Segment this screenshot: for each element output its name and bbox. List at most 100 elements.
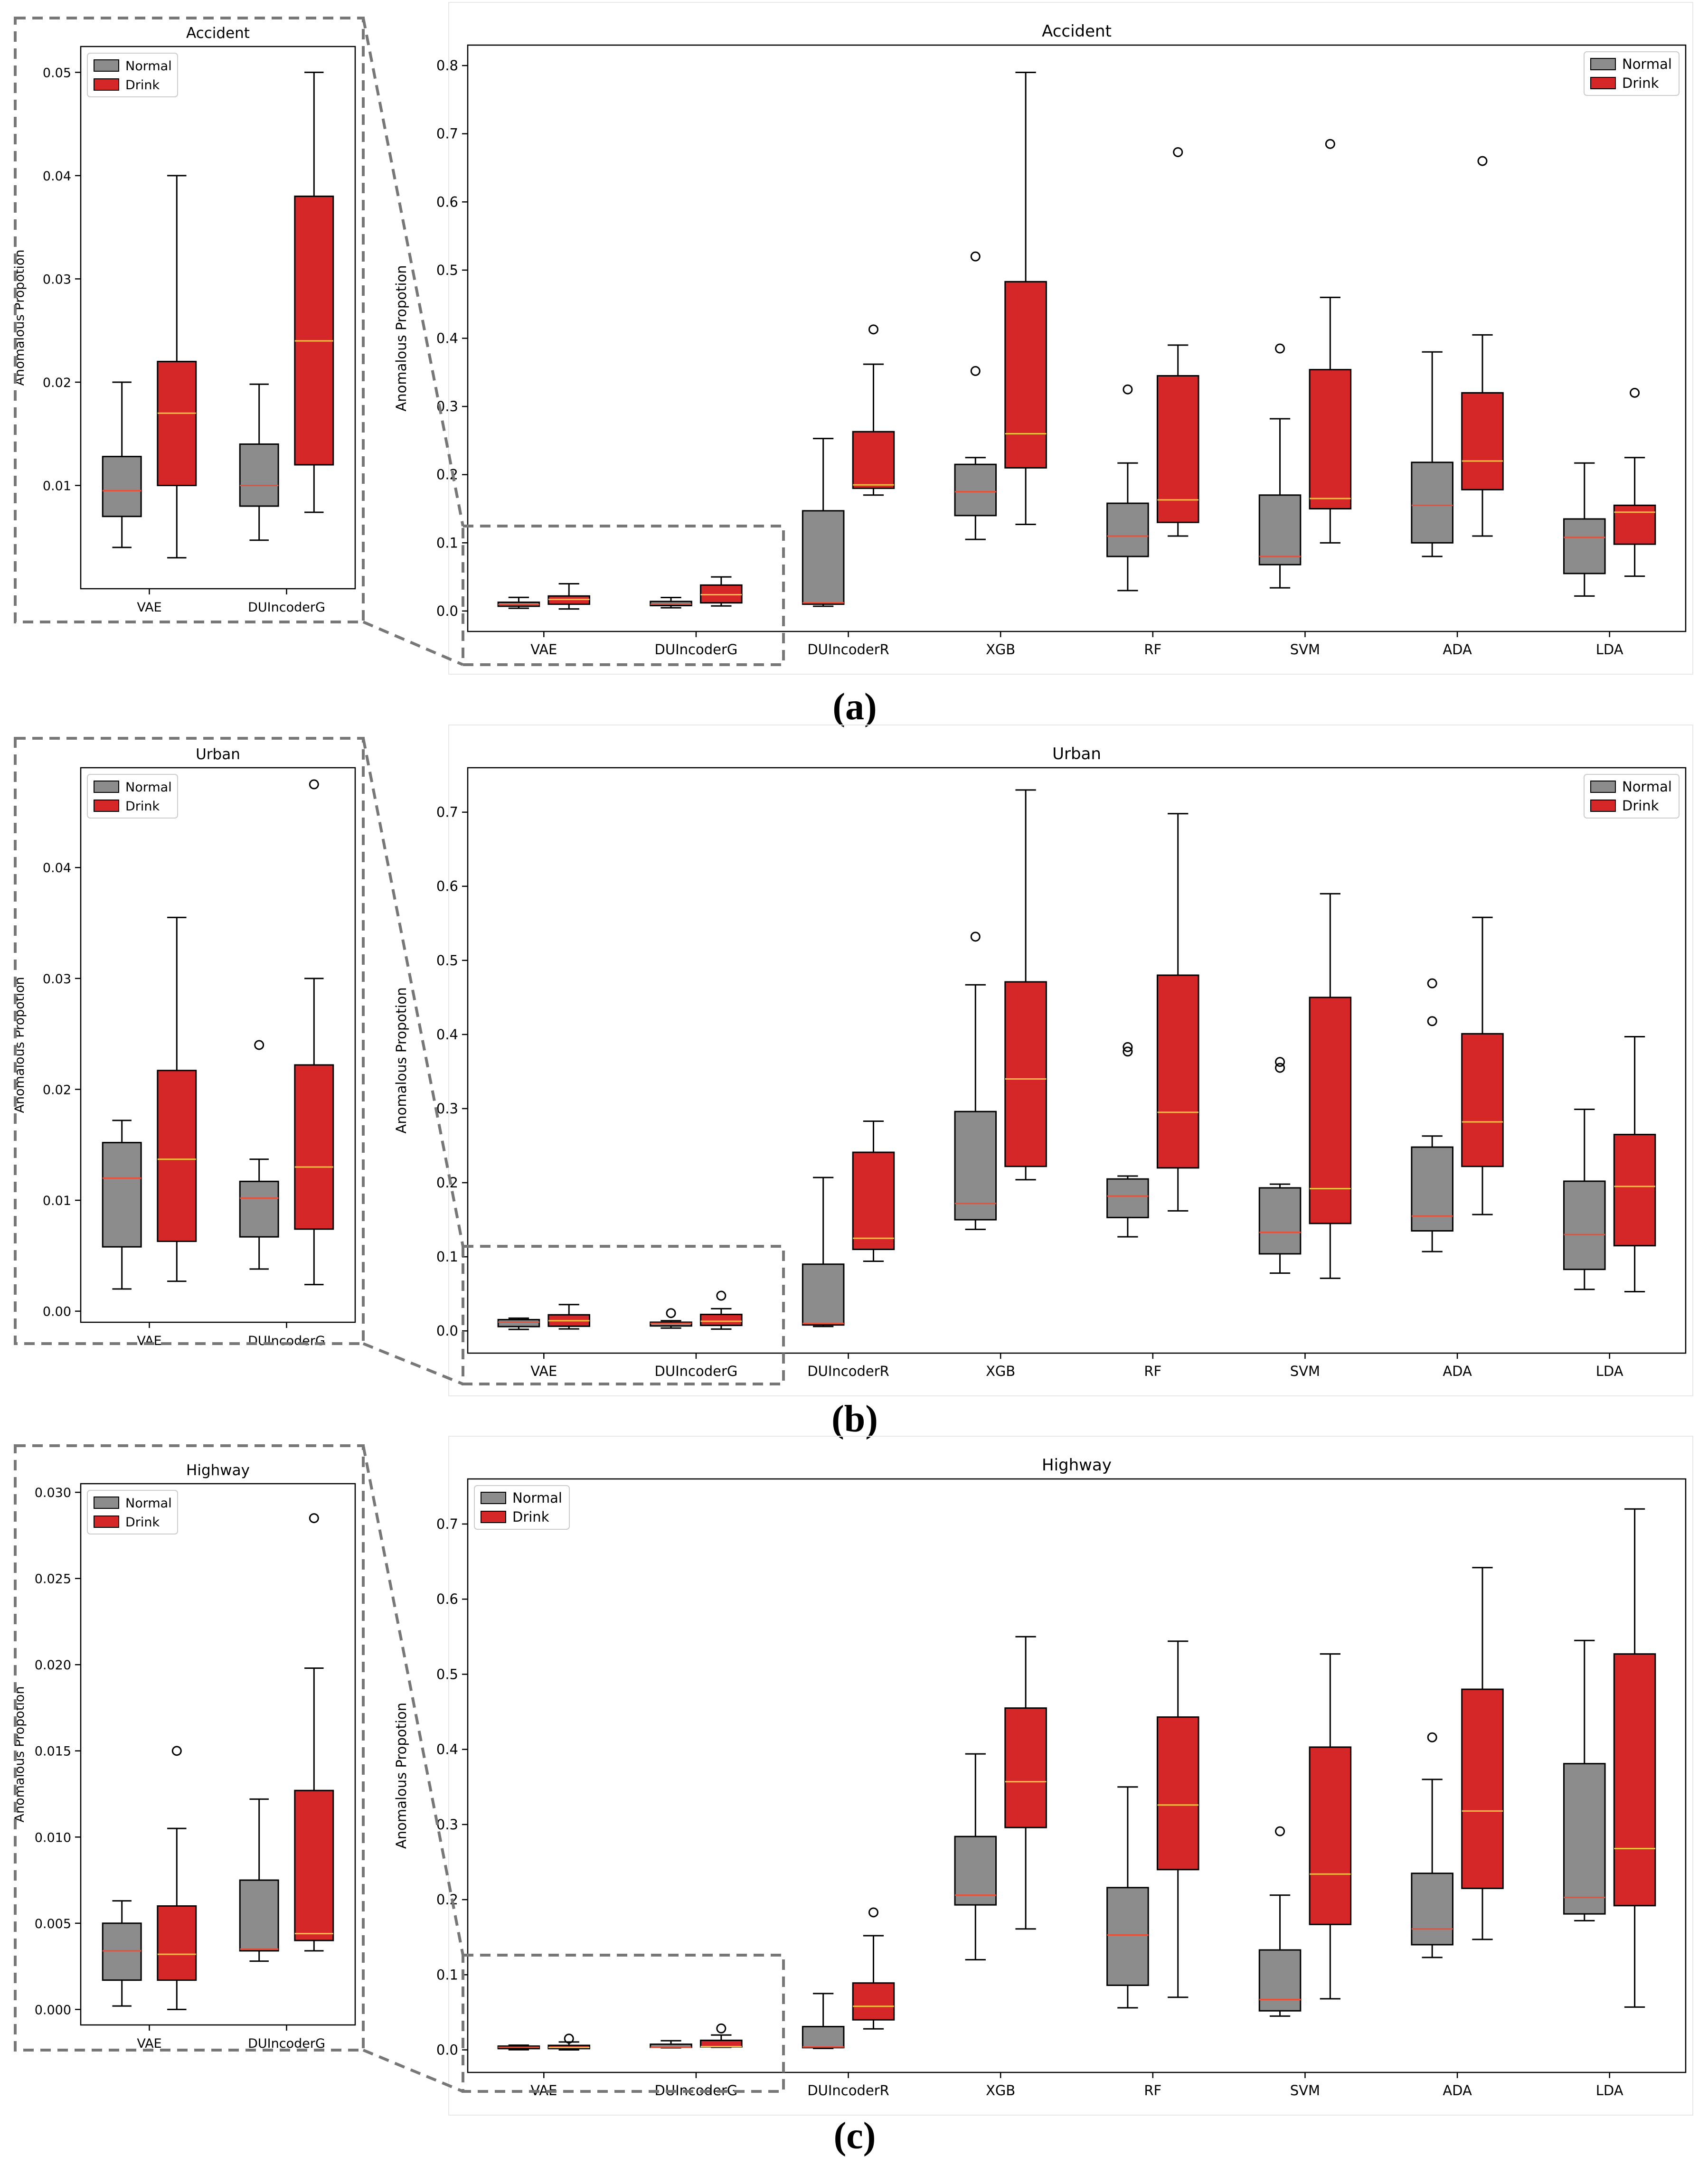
y-tick-label: 0.01 (43, 1194, 71, 1208)
y-tick-label: 0.020 (35, 1658, 71, 1673)
plot-frame (80, 767, 356, 1323)
y-tick-label: 0.005 (35, 1917, 71, 1931)
legend-label-drink: Drink (125, 1515, 160, 1530)
normal-box (102, 1922, 142, 1981)
x-tick-label: RF (1144, 1363, 1161, 1379)
legend: Normal Drink (1584, 51, 1680, 96)
normal-box (239, 443, 279, 507)
y-tick-label: 0.6 (436, 194, 458, 210)
chart-title: Accident (1042, 22, 1112, 41)
legend-label-normal: Normal (1622, 779, 1672, 795)
x-tick-label: RF (1144, 641, 1161, 658)
panel-label: (a) (832, 686, 877, 728)
x-tick-label: LDA (1596, 641, 1623, 658)
normal-box (102, 1142, 142, 1248)
zoom-connector-bottom (362, 1342, 464, 1385)
normal-box (650, 1321, 692, 1327)
chart-title: Highway (1042, 1456, 1112, 1475)
normal-outlier (1427, 978, 1437, 988)
chart-title: Highway (186, 1462, 250, 1479)
panel-label: (c) (834, 2115, 876, 2157)
normal-box (1563, 1763, 1606, 1915)
y-tick-label: 0.3 (436, 1101, 458, 1117)
x-tick-label: SVM (1290, 641, 1320, 658)
normal-box (1411, 461, 1453, 544)
y-tick-label: 0.5 (436, 952, 458, 969)
legend-label-normal: Normal (1622, 56, 1672, 72)
y-tick-label: 0.5 (436, 1666, 458, 1682)
y-tick-label: 0.0 (436, 2042, 458, 2058)
legend-label-drink: Drink (1622, 75, 1659, 91)
drink-box (294, 195, 334, 466)
legend-swatch-drink (94, 800, 119, 812)
x-tick-label: ADA (1443, 2082, 1472, 2099)
y-axis-label: Anomalous Propotion (393, 987, 409, 1133)
legend-swatch-normal (481, 1492, 506, 1504)
normal-box (1258, 1949, 1302, 2012)
x-tick-label: VAE (137, 600, 161, 615)
legend: Normal Drink (1584, 774, 1680, 819)
x-tick-label: RF (1144, 2082, 1161, 2099)
x-tick-label: XGB (986, 2082, 1015, 2099)
y-tick-label: 0.03 (43, 272, 71, 287)
normal-box (802, 510, 845, 605)
plot-frame (467, 1478, 1687, 2073)
x-tick-label: SVM (1290, 2082, 1320, 2099)
legend-swatch-normal (94, 1497, 119, 1509)
plot-frame (467, 44, 1687, 632)
plot-frame (80, 1483, 356, 2026)
legend-label-drink: Drink (125, 799, 160, 814)
zoom-region (462, 1954, 785, 2093)
x-tick-label: VAE (530, 1363, 557, 1379)
y-tick-label: 0.0 (436, 603, 458, 619)
drink-box (852, 1151, 895, 1250)
drink-box (1156, 1716, 1199, 1871)
x-tick-label: DUIncoderG (248, 600, 325, 615)
y-tick-label: 0.5 (436, 262, 458, 278)
normal-outlier (1275, 1063, 1285, 1073)
normal-outlier (1427, 1016, 1437, 1026)
y-tick-label: 0.3 (436, 1817, 458, 1833)
legend-swatch-drink (1590, 77, 1616, 89)
normal-box (802, 2025, 845, 2049)
drink-box (1004, 981, 1047, 1167)
normal-box (954, 1111, 997, 1221)
legend-label-normal: Normal (125, 780, 172, 795)
x-tick-label: LDA (1596, 1363, 1623, 1379)
y-tick-label: 0.4 (436, 330, 458, 347)
drink-box (157, 1070, 197, 1242)
y-tick-label: 0.0 (436, 1323, 458, 1339)
normal-box (954, 1836, 997, 1906)
drink-box (1309, 369, 1352, 510)
drink-box (1004, 281, 1047, 469)
y-axis-label: Anomalous Propotion (393, 265, 409, 411)
y-tick-label: 0.02 (43, 376, 71, 390)
y-tick-label: 0.010 (35, 1830, 71, 1845)
zoom-region (462, 1245, 785, 1385)
y-tick-label: 0.03 (43, 972, 71, 987)
y-tick-label: 0.2 (436, 1175, 458, 1191)
normal-outlier (1275, 1826, 1285, 1836)
drink-outlier (868, 1907, 878, 1918)
legend-label-normal: Normal (125, 1496, 172, 1511)
normal-outlier (254, 1040, 264, 1050)
legend-label-normal: Normal (125, 59, 172, 74)
drink-box (157, 360, 197, 486)
y-tick-label: 0.4 (436, 1026, 458, 1043)
main-figure-border (448, 1436, 1693, 2116)
y-tick-label: 0.04 (43, 169, 71, 184)
normal-outlier (1427, 1732, 1437, 1742)
legend-swatch-drink (94, 1516, 119, 1528)
y-tick-label: 0.7 (436, 1516, 458, 1532)
drink-outlier (1630, 387, 1640, 398)
drink-outlier (1173, 147, 1183, 157)
legend-label-drink: Drink (125, 78, 160, 93)
panel-c: Highway Anomalous Propotion 0.0 0.1 0.2 0.3 0.… (12, 1436, 1693, 2157)
drink-outlier (1325, 139, 1335, 149)
y-tick-label: 0.6 (436, 878, 458, 894)
drink-box (294, 1064, 334, 1230)
zoom-inset-frame (14, 1444, 365, 2052)
legend: Normal Drink (87, 53, 178, 97)
